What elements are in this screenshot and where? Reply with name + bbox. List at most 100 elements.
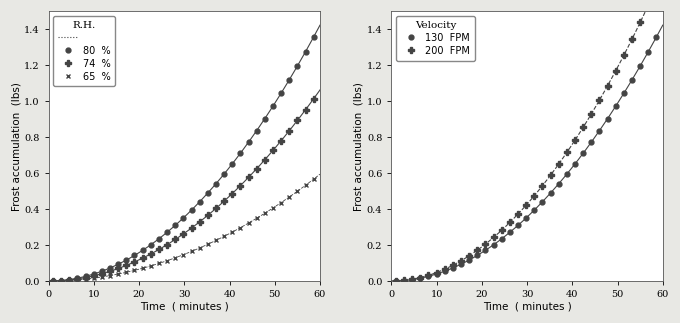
65  % [163, 259, 171, 263]
130  FPM [530, 208, 539, 212]
200  FPM [465, 254, 473, 258]
74  % [114, 266, 122, 270]
65  % [269, 206, 277, 210]
65  % [114, 272, 122, 276]
65  % [260, 211, 269, 215]
80  % [309, 35, 318, 39]
80  % [49, 279, 57, 283]
200  FPM [416, 276, 424, 279]
80  % [147, 243, 155, 247]
200  FPM [547, 173, 555, 177]
74  % [90, 274, 98, 278]
65  % [252, 216, 260, 220]
80  % [196, 200, 204, 204]
200  FPM [392, 279, 400, 283]
74  % [260, 158, 269, 162]
200  FPM [481, 242, 490, 246]
80  % [252, 129, 260, 132]
200  FPM [539, 184, 547, 188]
74  % [171, 237, 180, 241]
Legend: 130  FPM, 200  FPM: 130 FPM, 200 FPM [396, 16, 475, 60]
74  % [57, 279, 65, 283]
74  % [131, 260, 139, 264]
80  % [82, 274, 90, 278]
65  % [309, 177, 318, 181]
65  % [301, 183, 309, 187]
80  % [180, 216, 188, 220]
80  % [155, 237, 163, 241]
200  FPM [506, 221, 514, 224]
200  FPM [522, 203, 530, 207]
80  % [204, 191, 212, 195]
200  FPM [473, 248, 481, 252]
Line: 74  %: 74 % [50, 96, 316, 284]
74  % [252, 167, 260, 171]
80  % [65, 278, 73, 282]
74  % [228, 192, 236, 195]
200  FPM [588, 112, 596, 116]
74  % [98, 272, 106, 276]
200  FPM [636, 21, 644, 25]
200  FPM [555, 162, 563, 166]
130  FPM [596, 129, 604, 132]
65  % [90, 276, 98, 280]
74  % [106, 269, 114, 273]
65  % [212, 238, 220, 242]
74  % [49, 279, 57, 283]
65  % [139, 266, 147, 270]
65  % [155, 261, 163, 265]
130  FPM [473, 254, 481, 257]
74  % [122, 264, 131, 267]
80  % [277, 91, 285, 95]
65  % [293, 189, 301, 193]
130  FPM [644, 50, 652, 54]
74  % [196, 220, 204, 224]
130  FPM [457, 262, 465, 266]
80  % [73, 276, 82, 280]
130  FPM [432, 272, 441, 276]
200  FPM [457, 259, 465, 263]
130  FPM [498, 237, 506, 241]
80  % [139, 248, 147, 252]
74  % [82, 276, 90, 279]
Y-axis label: Frost accumulation  (lbs): Frost accumulation (lbs) [11, 82, 21, 211]
200  FPM [400, 278, 408, 282]
130  FPM [619, 91, 628, 95]
74  % [180, 232, 188, 236]
80  % [114, 262, 122, 266]
X-axis label: Time  ( minutes ): Time ( minutes ) [483, 302, 571, 312]
65  % [106, 274, 114, 277]
65  % [220, 234, 228, 238]
80  % [188, 208, 196, 212]
80  % [244, 140, 252, 144]
130  FPM [563, 172, 571, 176]
65  % [180, 253, 188, 257]
200  FPM [449, 263, 457, 267]
130  FPM [571, 162, 579, 166]
65  % [122, 270, 131, 274]
130  FPM [611, 104, 619, 108]
200  FPM [603, 84, 611, 88]
80  % [106, 266, 114, 270]
130  FPM [490, 243, 498, 247]
65  % [82, 277, 90, 281]
65  % [49, 279, 57, 283]
130  FPM [539, 200, 547, 204]
200  FPM [579, 125, 588, 129]
130  FPM [547, 191, 555, 195]
200  FPM [619, 53, 628, 57]
80  % [236, 151, 244, 155]
130  FPM [555, 182, 563, 186]
X-axis label: Time  ( minutes ): Time ( minutes ) [140, 302, 228, 312]
130  FPM [628, 78, 636, 82]
200  FPM [408, 277, 416, 281]
130  FPM [441, 269, 449, 273]
200  FPM [441, 267, 449, 271]
65  % [204, 242, 212, 246]
65  % [244, 221, 252, 225]
74  % [285, 129, 293, 133]
80  % [122, 258, 131, 262]
65  % [147, 264, 155, 268]
65  % [188, 249, 196, 253]
Line: 130  FPM: 130 FPM [394, 35, 659, 284]
